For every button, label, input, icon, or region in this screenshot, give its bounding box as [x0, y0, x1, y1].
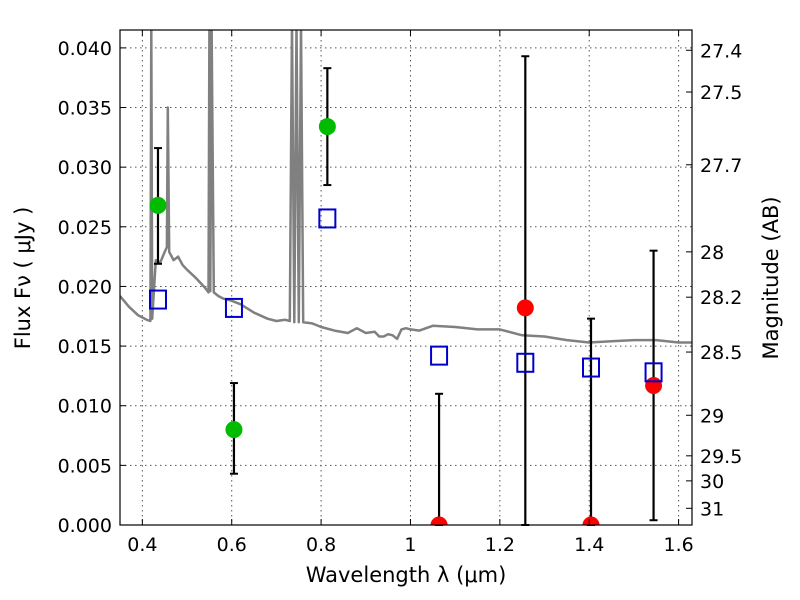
- y-tick-label: 0.000: [58, 515, 112, 537]
- y-tick-label: 0.010: [58, 396, 112, 418]
- red-data-point: [645, 376, 663, 394]
- y2-tick-label: 31: [700, 498, 724, 520]
- red-data-point: [430, 516, 448, 525]
- x-axis-title: Wavelength λ (μm): [306, 563, 507, 587]
- x-tick-label: 1.6: [663, 534, 693, 556]
- plot-frame: [119, 29, 693, 526]
- model-square-point: [148, 289, 167, 310]
- axes: 0.4 0.6 0.8 1 1.2 1.4 1.6 0.000 0.005 0.010 0.015 0…: [58, 30, 742, 556]
- y2-tick-label: 28: [700, 242, 724, 264]
- y-tick-label: 0.020: [58, 276, 112, 298]
- model-square-point: [430, 345, 449, 366]
- model-square-point: [516, 352, 535, 373]
- model-square-point: [644, 362, 663, 383]
- y2-tick-label: 27.7: [700, 155, 742, 177]
- y2-tick-label: 27.5: [700, 82, 742, 104]
- red-data-point: [582, 516, 600, 525]
- y-axis-title: Flux Fν ( μJy ): [11, 207, 35, 350]
- y2-tick-label: 29.5: [700, 446, 742, 468]
- y-tick-label: 0.030: [58, 157, 112, 179]
- y-tick-label: 0.025: [58, 217, 112, 239]
- y2-axis-title: Magnitude (AB): [759, 196, 783, 359]
- red-data-point: [516, 299, 534, 317]
- green-data-point: [318, 118, 336, 136]
- y2-tick-label: 27.4: [700, 40, 742, 62]
- y-tick-label: 0.040: [58, 38, 112, 60]
- y2-tick-label: 28.5: [700, 342, 742, 364]
- green-data-point: [225, 421, 243, 439]
- model-square-point: [582, 357, 601, 378]
- y2-tick-label: 28.2: [700, 287, 742, 309]
- plot-area: [120, 30, 692, 344]
- y-tick-label: 0.015: [58, 336, 112, 358]
- x-tick-label: 1.2: [485, 534, 515, 556]
- green-data-point: [149, 196, 167, 214]
- y2-tick-label: 29: [700, 405, 724, 427]
- x-tick-label: 1: [404, 534, 416, 556]
- model-square-point: [318, 208, 337, 229]
- y-tick-label: 0.035: [58, 98, 112, 120]
- x-tick-label: 0.4: [127, 534, 157, 556]
- spectrum-line: [120, 30, 692, 344]
- data-markers: [148, 118, 663, 525]
- y-tick-label: 0.005: [58, 455, 112, 477]
- y2-tick-label: 30: [700, 471, 724, 493]
- x-tick-label: 0.6: [217, 534, 247, 556]
- x-tick-label: 1.4: [574, 534, 604, 556]
- model-square-point: [224, 297, 243, 318]
- x-tick-label: 0.8: [306, 534, 336, 556]
